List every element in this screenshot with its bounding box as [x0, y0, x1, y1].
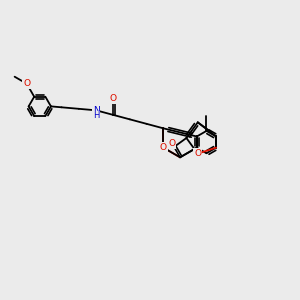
Text: O: O: [160, 143, 167, 152]
Text: O: O: [110, 94, 116, 103]
Text: O: O: [23, 79, 30, 88]
Text: H: H: [93, 111, 99, 120]
Text: O: O: [194, 149, 201, 158]
Text: N: N: [93, 106, 100, 115]
Text: O: O: [169, 139, 176, 148]
